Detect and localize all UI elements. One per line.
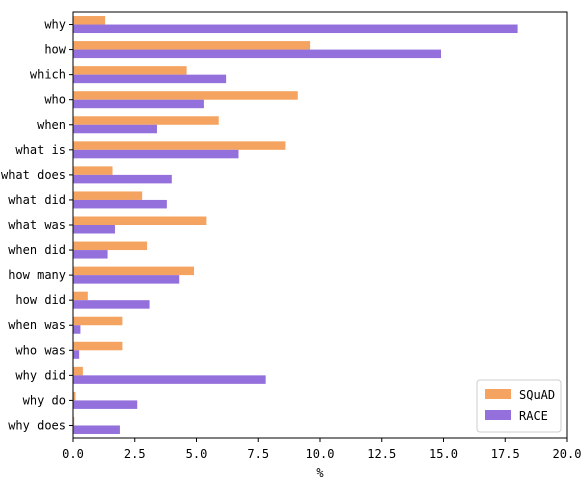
y-axis: why how which who when what is what does what d… [1, 18, 73, 432]
y-tick-label: who was [15, 343, 66, 357]
legend-swatch-race [485, 410, 511, 420]
bar-race-6 [73, 174, 172, 184]
legend-swatch-squad [485, 389, 511, 399]
bar-squad-6 [73, 166, 113, 175]
y-tick-label: why [44, 18, 66, 32]
bars-group [73, 16, 518, 434]
bar-race-0 [73, 24, 518, 34]
y-tick-label: what is [15, 143, 66, 157]
bar-squad-10 [73, 266, 195, 276]
y-tick-label: why do [23, 393, 66, 407]
bar-squad-13 [73, 341, 123, 351]
bar-race-16 [73, 425, 120, 434]
bar-squad-12 [73, 316, 123, 326]
bar-race-3 [73, 99, 204, 109]
bar-squad-9 [73, 241, 148, 251]
bar-squad-7 [73, 191, 143, 200]
x-tick-label: 12.5 [367, 447, 396, 461]
x-tick-label: 10.0 [306, 447, 335, 461]
y-tick-label: which [30, 68, 66, 82]
bar-race-14 [73, 375, 266, 384]
bar-squad-11 [73, 291, 88, 301]
bar-squad-4 [73, 116, 219, 125]
bar-race-11 [73, 300, 150, 309]
bar-squad-1 [73, 41, 311, 50]
bar-squad-0 [73, 16, 106, 25]
y-tick-label: when did [8, 243, 66, 257]
y-tick-label: what was [8, 218, 66, 232]
x-tick-label: 0.0 [62, 447, 84, 461]
y-tick-label: how many [8, 268, 66, 282]
x-tick-label: 17.5 [491, 447, 520, 461]
bar-race-9 [73, 250, 108, 259]
bar-squad-14 [73, 366, 83, 376]
y-tick-label: how [44, 43, 66, 57]
bar-race-10 [73, 275, 180, 284]
x-tick-label: 20.0 [553, 447, 582, 461]
x-tick-label: 2.5 [124, 447, 146, 461]
x-tick-label: 7.5 [247, 447, 269, 461]
bar-squad-5 [73, 141, 286, 150]
bar-race-15 [73, 400, 138, 409]
bar-squad-2 [73, 66, 187, 75]
x-axis-label: % [316, 466, 324, 480]
bar-race-1 [73, 49, 442, 59]
y-tick-label: how did [15, 293, 66, 307]
x-tick-label: 5.0 [186, 447, 208, 461]
legend: SQuAD RACE [476, 379, 562, 433]
y-tick-label: why does [8, 418, 66, 432]
bar-squad-8 [73, 216, 207, 225]
y-tick-label: why did [15, 368, 66, 382]
x-tick-label: 15.0 [429, 447, 458, 461]
y-tick-label: who [44, 93, 66, 107]
y-tick-label: when was [8, 318, 66, 332]
bar-squad-16 [73, 416, 75, 426]
y-tick-label: what did [8, 193, 66, 207]
bar-race-13 [73, 350, 80, 359]
y-tick-label: what does [1, 168, 66, 182]
bar-race-5 [73, 149, 239, 159]
bar-squad-15 [73, 391, 76, 401]
x-axis: 0.0 2.5 5.0 7.5 10.0 12.5 15.0 17.5 20.0 [62, 438, 581, 461]
bar-race-2 [73, 74, 227, 84]
bar-race-8 [73, 225, 115, 234]
bar-race-12 [73, 325, 81, 334]
bar-squad-3 [73, 91, 298, 100]
bar-race-4 [73, 124, 157, 134]
y-tick-label: when [37, 118, 66, 132]
bar-race-7 [73, 199, 167, 209]
legend-label-race: RACE [519, 409, 548, 423]
legend-label-squad: SQuAD [519, 388, 555, 402]
